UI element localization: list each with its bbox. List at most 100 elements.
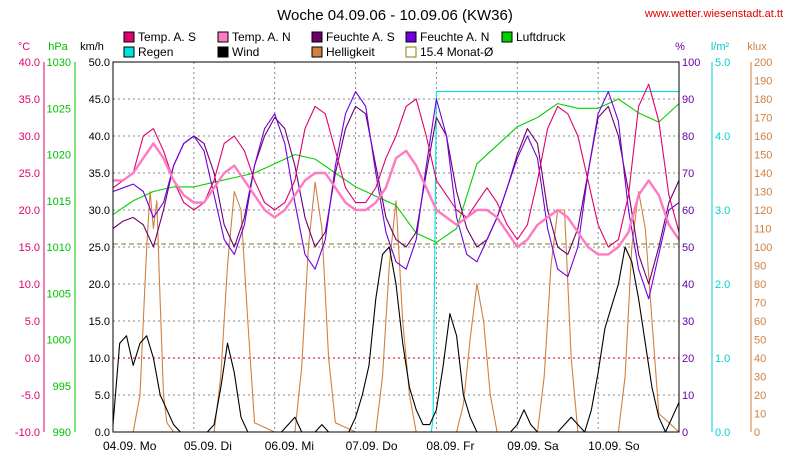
lux-tick-label: 100	[754, 242, 772, 254]
humidity-tick-label: 100	[682, 57, 700, 69]
plot-frame	[112, 61, 680, 433]
x-tick-label: 09.09. Sa	[507, 439, 559, 453]
lux-tick-label: 80	[754, 279, 766, 291]
wind-tick-label: 30.0	[89, 205, 110, 217]
legend-swatch	[123, 31, 135, 43]
lux-tick-label: 160	[754, 131, 772, 143]
lux-tick-label: 40	[754, 353, 766, 365]
lux-tick-label: 30	[754, 372, 766, 384]
wind-tick-label: 45.0	[89, 94, 110, 106]
lux-tick-label: 200	[754, 57, 772, 69]
legend-swatch	[501, 31, 513, 43]
temp-tick-label: 40.0	[19, 57, 40, 69]
wind-tick-label: 15.0	[89, 316, 110, 328]
pressure-tick-label: 995	[53, 381, 71, 393]
humidity-tick-label: 70	[682, 168, 694, 180]
legend: Temp. A. S Temp. A. N Feuchte A. S Feuchte …	[123, 30, 566, 59]
chart-title: Woche 04.09.06 - 10.09.06 (KW36)	[277, 7, 513, 24]
wind-unit-label: km/h	[80, 41, 104, 53]
axes-ticks: 40.0 35.0 30.0 25.0 20.0 15.0 10.0 5.0 0.0 -5.0 -1…	[15, 57, 772, 439]
legend-label: Temp. A. N	[232, 30, 291, 44]
legend-label: Luftdruck	[516, 30, 566, 44]
humidity-tick-label: 50	[682, 242, 694, 254]
series-feuchte-a-s	[112, 105, 680, 285]
lux-tick-label: 10	[754, 409, 766, 421]
humidity-tick-label: 30	[682, 316, 694, 328]
x-tick-label: 06.09. Mi	[265, 439, 314, 453]
series-helligkeit	[113, 181, 680, 433]
humidity-unit-label: %	[675, 41, 685, 53]
lux-unit-label: klux	[747, 41, 767, 53]
legend-swatch	[217, 46, 229, 58]
temp-tick-label: 20.0	[19, 205, 40, 217]
lux-tick-label: 110	[754, 224, 772, 236]
wind-tick-label: 20.0	[89, 279, 110, 291]
legend-swatch	[123, 46, 135, 58]
legend-label: Feuchte A. N	[420, 30, 489, 44]
lux-tick-label: 60	[754, 316, 766, 328]
humidity-tick-label: 40	[682, 279, 694, 291]
series-temp-a-s	[112, 83, 680, 248]
lux-tick-label: 150	[754, 150, 772, 162]
rain-tick-label: 1.0	[715, 353, 730, 365]
legend-label: Helligkeit	[326, 45, 375, 59]
pressure-unit-label: hPa	[48, 41, 68, 53]
rain-tick-label: 2.0	[715, 279, 730, 291]
x-tick-label: 08.09. Fr	[426, 439, 474, 453]
legend-swatch	[311, 46, 323, 58]
lux-tick-label: 170	[754, 113, 772, 125]
legend-swatch	[405, 46, 417, 58]
temp-tick-label: -10.0	[15, 427, 40, 439]
humidity-tick-label: 80	[682, 131, 694, 143]
pressure-tick-label: 1005	[47, 288, 71, 300]
legend-label: Regen	[138, 45, 173, 59]
rain-tick-label: 5.0	[715, 57, 730, 69]
source-link[interactable]: www.wetter.wiesenstadt.at.tt	[644, 8, 783, 20]
grid	[113, 62, 679, 432]
x-tick-label: 05.09. Di	[184, 439, 232, 453]
lux-tick-label: 120	[754, 205, 772, 217]
lux-tick-label: 50	[754, 335, 766, 347]
rain-tick-label: 3.0	[715, 205, 730, 217]
temp-tick-label: 15.0	[19, 242, 40, 254]
lux-tick-label: 90	[754, 261, 766, 273]
wind-tick-label: 10.0	[89, 353, 110, 365]
lux-tick-label: 190	[754, 76, 772, 88]
series-luftdruck	[112, 98, 680, 243]
wind-tick-label: 50.0	[89, 57, 110, 69]
temp-tick-label: 10.0	[19, 279, 40, 291]
legend-label: Wind	[232, 45, 259, 59]
pressure-tick-label: 1010	[47, 242, 71, 254]
axis-unit-labels: °C hPa km/h% l/m² klux	[18, 41, 767, 53]
rain-tick-label: 4.0	[715, 131, 730, 143]
wind-tick-label: 0.0	[95, 427, 110, 439]
rain-tick-label: 0.0	[715, 427, 730, 439]
legend-label: Temp. A. S	[138, 30, 196, 44]
humidity-tick-label: 10	[682, 390, 694, 402]
lux-tick-label: 180	[754, 94, 772, 106]
pressure-tick-label: 1015	[47, 196, 71, 208]
temp-unit-label: °C	[18, 41, 30, 53]
pressure-tick-label: 1000	[47, 335, 71, 347]
humidity-tick-label: 90	[682, 94, 694, 106]
temp-tick-label: -5.0	[21, 390, 40, 402]
wind-tick-label: 5.0	[95, 390, 110, 402]
legend-label: 15.4 Monat-Ø	[420, 45, 493, 59]
temp-tick-label: 5.0	[25, 316, 40, 328]
legend-swatch	[405, 31, 417, 43]
x-tick-label: 10.09. So	[588, 439, 640, 453]
humidity-tick-label: 20	[682, 353, 694, 365]
series-temp-a-n	[113, 142, 680, 256]
humidity-tick-label: 0	[682, 427, 688, 439]
pressure-tick-label: 1030	[47, 57, 71, 69]
lux-tick-label: 130	[754, 187, 772, 199]
temp-tick-label: 25.0	[19, 168, 40, 180]
lux-tick-label: 0	[754, 427, 760, 439]
pressure-tick-label: 1025	[47, 103, 71, 115]
legend-swatch	[311, 31, 323, 43]
rain-unit-label: l/m²	[711, 41, 730, 53]
wind-tick-label: 25.0	[89, 242, 110, 254]
wind-tick-label: 40.0	[89, 131, 110, 143]
x-tick-label: 07.09. Do	[346, 439, 398, 453]
